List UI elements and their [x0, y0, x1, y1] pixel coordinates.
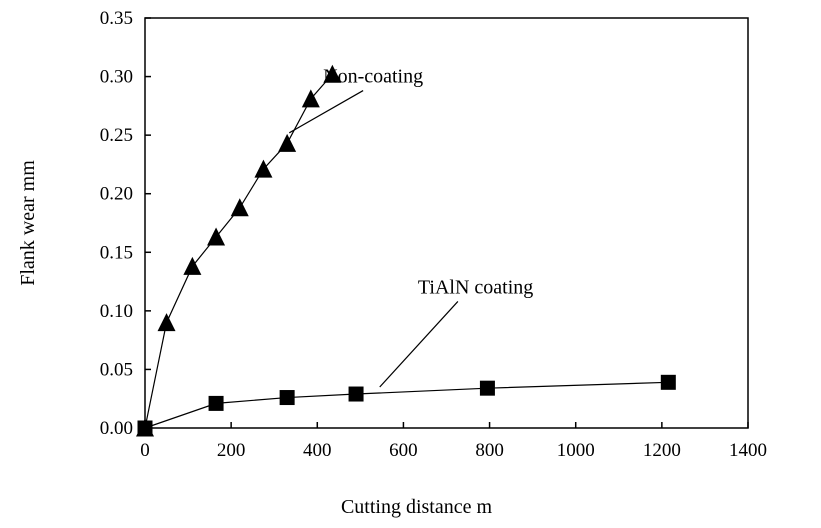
square-point — [660, 374, 676, 390]
triangle-point — [301, 89, 320, 108]
triangle-point — [230, 198, 249, 217]
y-tick-label: 0.30 — [100, 67, 133, 88]
triangle-point — [183, 256, 202, 275]
series-line-2 — [144, 381, 669, 429]
x-tick-label: 800 — [475, 440, 504, 461]
plot-frame — [144, 17, 749, 429]
y-axis-title: Flank wear mm — [17, 160, 39, 286]
square-point — [348, 386, 364, 402]
series-lines — [144, 73, 669, 429]
x-axis-title: Cutting distance m — [341, 496, 493, 518]
annotation-leader — [288, 90, 364, 134]
triangle-point — [207, 227, 226, 246]
square-point — [479, 380, 495, 396]
x-tick-label: 200 — [217, 440, 246, 461]
y-axis: 0.00 0.05 0.10 0.15 0.20 0.25 0.30 0.35 — [100, 8, 151, 439]
y-tick-label: 0.15 — [100, 242, 133, 263]
triangle-point — [157, 313, 176, 332]
y-tick-label: 0.10 — [100, 301, 133, 322]
annotations: Non-coating TiAlN coating — [288, 66, 533, 388]
x-tick-label: 400 — [303, 440, 332, 461]
triangle-point — [278, 133, 297, 152]
y-tick-label: 0.35 — [100, 8, 133, 29]
square-point — [137, 420, 153, 436]
x-tick-label: 1000 — [557, 440, 595, 461]
y-tick-label: 0.20 — [100, 184, 133, 205]
x-axis: 0 200 400 600 800 1000 1200 1400 — [140, 422, 767, 461]
annotation-leader — [379, 301, 459, 388]
x-tick-label: 0 — [140, 440, 150, 461]
series-line-1 — [144, 73, 333, 429]
y-tick-label: 0.05 — [100, 359, 133, 380]
x-tick-label: 1400 — [729, 440, 767, 461]
x-tick-label: 1200 — [643, 440, 681, 461]
y-tick-label: 0.00 — [100, 418, 133, 439]
annotation-label: TiAlN coating — [418, 276, 533, 298]
square-point — [208, 395, 224, 411]
triangle-point — [254, 159, 273, 178]
series-markers — [136, 64, 676, 437]
square-point — [279, 390, 295, 406]
triangle-point — [323, 64, 342, 83]
y-tick-label: 0.25 — [100, 125, 133, 146]
x-tick-label: 600 — [389, 440, 418, 461]
plot-area — [144, 17, 749, 429]
annotation-label: Non-coating — [323, 66, 423, 88]
